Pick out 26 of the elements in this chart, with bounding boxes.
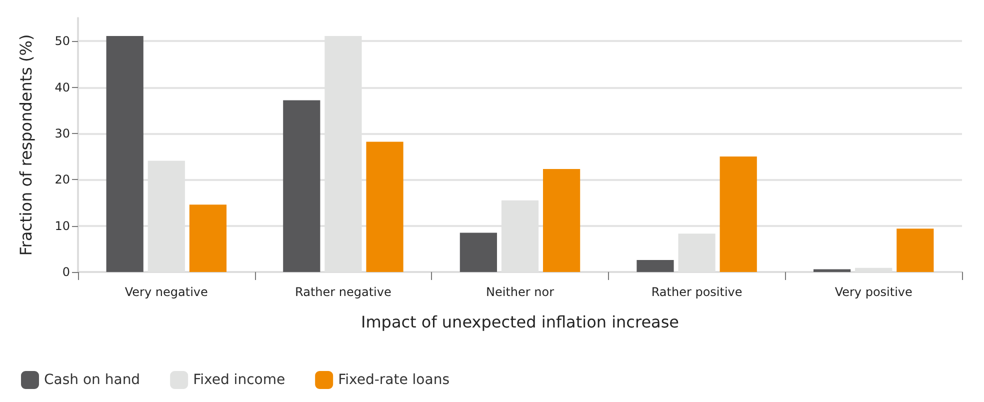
legend-label: Cash on hand bbox=[44, 372, 140, 388]
x-tick-label: Very positive bbox=[834, 285, 912, 299]
bar bbox=[106, 36, 144, 272]
bar bbox=[813, 269, 851, 272]
x-axis-title: Impact of unexpected inflation increase bbox=[360, 312, 680, 332]
x-tick-label: Rather positive bbox=[651, 285, 742, 299]
bar bbox=[189, 204, 227, 272]
y-tick-label: 50 bbox=[54, 34, 70, 48]
y-tick-label: 30 bbox=[54, 126, 70, 140]
bar bbox=[720, 156, 757, 272]
y-tick-label: 40 bbox=[54, 80, 70, 94]
y-tick-label: 20 bbox=[54, 172, 70, 187]
y-axis-title: Fraction of respondents (%) bbox=[16, 34, 36, 256]
bar bbox=[543, 169, 580, 272]
y-tick-label: 10 bbox=[54, 218, 70, 233]
legend-label: Fixed-rate loans bbox=[338, 372, 450, 388]
bar bbox=[366, 142, 404, 272]
bar bbox=[460, 232, 497, 272]
bar bbox=[283, 100, 320, 272]
x-tick-label: Neither nor bbox=[486, 285, 554, 299]
bar bbox=[896, 228, 934, 272]
x-tick-label: Very negative bbox=[124, 285, 208, 299]
bar bbox=[636, 260, 674, 272]
y-tick-label: 0 bbox=[62, 265, 70, 279]
legend-label: Fixed income bbox=[193, 372, 286, 388]
x-tick-label: Rather negative bbox=[295, 285, 392, 299]
